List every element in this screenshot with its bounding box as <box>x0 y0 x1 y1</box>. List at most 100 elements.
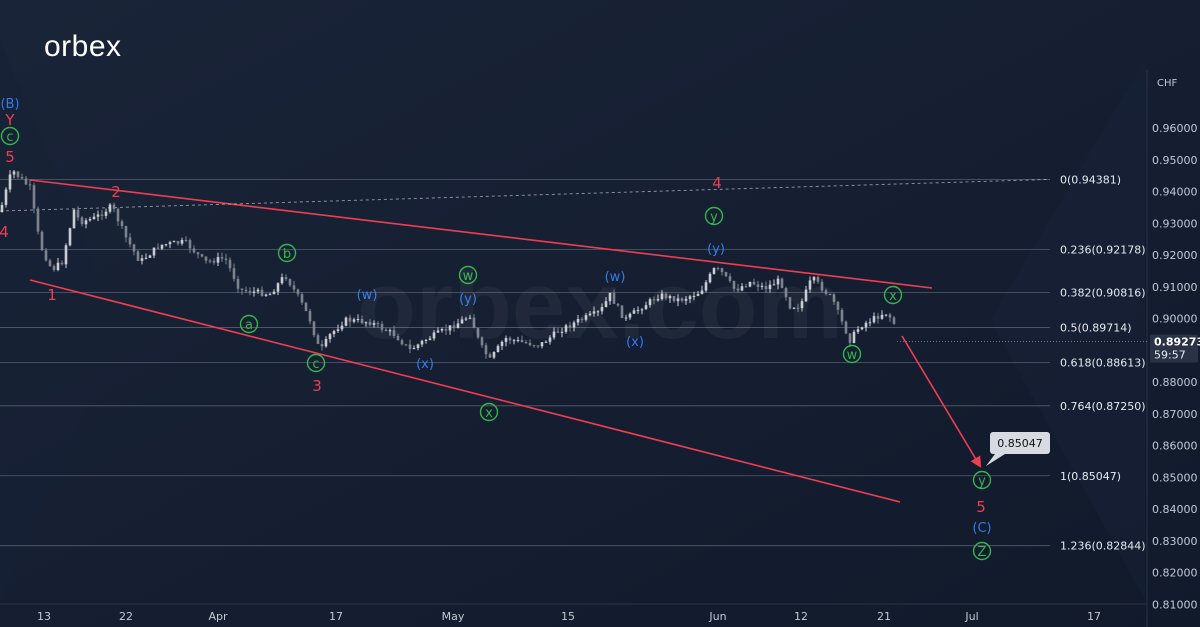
candle-body <box>228 259 232 269</box>
candle-body <box>788 297 792 309</box>
candle-body <box>796 307 800 309</box>
wave-circle-15 <box>479 402 499 422</box>
candle-body <box>392 330 396 337</box>
candle-body <box>176 241 180 244</box>
candle-body <box>696 293 700 296</box>
candle-body <box>816 277 820 282</box>
candle-body <box>220 257 224 259</box>
wave-label-20: 4 <box>712 174 722 192</box>
price-tick-8: 0.87000 <box>1152 408 1198 421</box>
candle-body <box>464 318 468 320</box>
time-tick-8: 21 <box>877 610 891 623</box>
candle-body <box>632 310 636 314</box>
candle-body <box>40 231 44 251</box>
time-axis[interactable]: 13 22 Apr 17 May 15 Jun 12 21 Jul 17 <box>37 610 1101 623</box>
candle-body <box>428 338 432 340</box>
candle-body <box>752 281 756 285</box>
candle-body <box>660 293 664 300</box>
candle-body <box>772 284 776 286</box>
candle-body <box>328 334 332 339</box>
wave-label-5: 2 <box>111 183 121 201</box>
candle-body <box>552 331 556 338</box>
candle-body <box>204 256 208 261</box>
wave-circle-21 <box>842 344 862 364</box>
candle-body <box>308 310 312 322</box>
candle-body <box>156 247 160 249</box>
projection-arrow <box>901 335 982 468</box>
wave-label-26: Z <box>978 545 987 560</box>
candle-body <box>712 268 716 274</box>
candle-body <box>112 204 116 209</box>
time-tick-7: 12 <box>794 610 808 623</box>
candle-body <box>856 329 860 332</box>
candle-body <box>720 268 724 273</box>
candle-body <box>284 277 288 280</box>
candle-body <box>312 321 316 336</box>
candle-body <box>480 337 484 346</box>
channel-lower-line <box>29 279 901 503</box>
candle-body <box>876 316 880 319</box>
candle-body <box>484 345 488 355</box>
wave-circle-2 <box>0 126 20 146</box>
candle-body <box>884 314 888 316</box>
wave-label-3: 5 <box>5 148 15 166</box>
price-tick-7: 0.88000 <box>1152 376 1198 389</box>
candle-body <box>32 185 36 209</box>
price-tick-10: 0.85000 <box>1152 471 1198 484</box>
candle-body <box>864 322 868 328</box>
candle-body <box>152 247 156 256</box>
candle-body <box>404 344 408 346</box>
candle-body <box>496 345 500 352</box>
candle-body <box>364 322 368 324</box>
candle-body <box>340 325 344 330</box>
fib-label-6: 1(0.85047) <box>1060 470 1121 483</box>
price-tick-6: 0.90000 <box>1152 313 1198 326</box>
candle-body <box>672 295 676 302</box>
candle-body <box>840 309 844 322</box>
candle-body <box>444 329 448 331</box>
price-axis[interactable]: CHF 0.96000 0.95000 0.94000 0.93000 0.92000 0.… <box>897 78 1200 611</box>
candle-body <box>828 293 832 295</box>
candle-body <box>836 301 840 310</box>
candle-body <box>612 292 616 304</box>
price-tick-3: 0.93000 <box>1152 217 1198 230</box>
candle-body <box>556 331 560 333</box>
wave-label-0: (B) <box>0 97 19 112</box>
fib-label-3: 0.5(0.89714) <box>1060 322 1132 335</box>
wave-label-11: (w) <box>357 288 378 303</box>
candle-body <box>356 318 360 320</box>
wave-label-8: b <box>283 247 291 262</box>
candle-body <box>84 220 88 225</box>
current-price-tag <box>1150 334 1198 363</box>
candle-body <box>532 345 536 347</box>
candle-body <box>216 257 220 263</box>
candle-body <box>72 209 76 229</box>
wave-label-23: y <box>978 474 986 489</box>
candle-body <box>680 298 684 301</box>
candle-body <box>240 288 244 290</box>
candle-body <box>824 290 828 294</box>
candle-body <box>292 285 296 290</box>
candle-body <box>580 319 584 321</box>
candle-body <box>352 319 356 322</box>
candle-body <box>372 323 376 325</box>
price-tick-5: 0.91000 <box>1152 281 1198 294</box>
candle-body <box>764 285 768 289</box>
candle-body <box>396 336 400 341</box>
wave-circle-19 <box>704 206 724 226</box>
candle-body <box>572 322 576 328</box>
fib-label-2: 0.382(0.90816) <box>1060 287 1146 300</box>
fib-label-1: 0.236(0.92178) <box>1060 243 1146 256</box>
channel-upper-line <box>29 179 933 289</box>
candle-body <box>264 294 268 296</box>
candle-body <box>140 258 144 261</box>
watermark-text: orbex.com <box>357 252 842 359</box>
candle-body <box>432 332 436 339</box>
wave-label-25: (C) <box>972 521 991 536</box>
candle-body <box>576 319 580 323</box>
wave-circle-26 <box>972 541 992 561</box>
candle-body <box>880 314 884 319</box>
candle-body <box>624 317 628 319</box>
